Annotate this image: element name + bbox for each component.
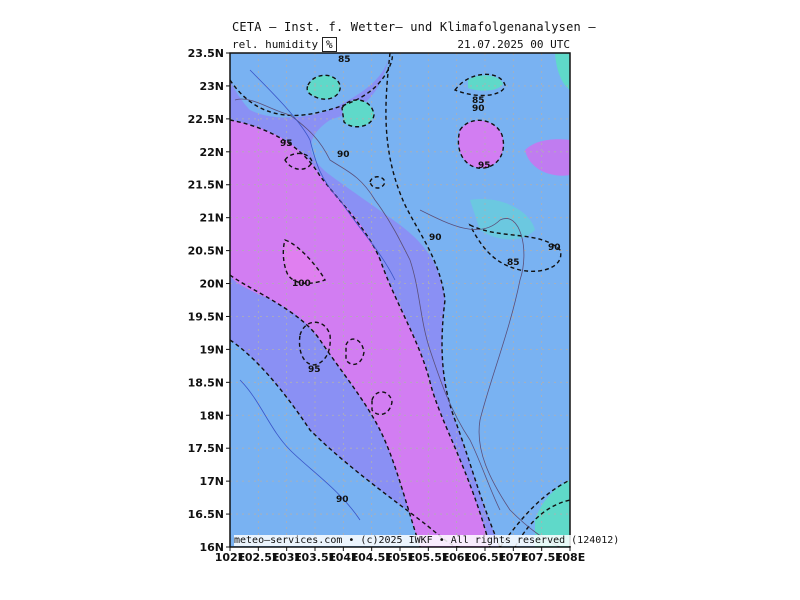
lon-tick-label: 102.5E [237,551,279,564]
contour-95-lower [230,274,421,547]
longitude-axis: 102E102.5E103E103.5E104E104.5E105E105.5E… [215,547,585,564]
country-border [234,98,501,511]
field-80-85-b [342,99,374,127]
lon-tick-label: 106E [441,551,471,564]
lat-tick-label: 19N [199,343,224,356]
lat-tick-label: 21N [199,212,224,225]
contour-label: 90 [429,233,442,243]
field-95-east-2 [525,139,570,176]
lat-tick-label: 23.5N [188,47,224,60]
river-1 [249,69,396,281]
lat-tick-label: 19.5N [188,310,224,323]
contour-95-west [230,119,491,547]
contour-95-ring-3 [371,391,393,416]
lat-tick-label: 16.5N [188,508,224,521]
lon-tick-label: 107E [498,551,528,564]
contours [230,53,570,547]
lon-tick-label: 104E [328,551,358,564]
field-85-90-west [230,340,460,547]
contour-label: 95 [280,139,293,149]
contour-label: 85 [338,55,351,65]
contour-95-ring-1 [298,321,331,366]
lon-tick-label: 102E [215,551,245,564]
parameter-unit: % [322,37,337,52]
lon-tick-label: 105.5E [407,551,449,564]
lat-tick-label: 23N [199,80,224,93]
lon-tick-label: 103E [271,551,301,564]
valid-time: 21.07.2025 00 UTC [457,38,570,51]
grid-lines [230,53,570,547]
river-2 [239,379,361,521]
lat-tick-label: 20N [199,278,224,291]
field-80-85-d [555,53,570,90]
lon-tick-label: 105E [385,551,415,564]
lon-tick-label: 108E [555,551,585,564]
field-80-85-se [535,480,570,547]
lon-tick-label: 106.5E [464,551,506,564]
lat-tick-label: 21.5N [188,179,224,192]
contour-label: 85 [472,96,485,106]
lat-tick-label: 20.5N [188,245,224,258]
field-95-100 [230,120,490,547]
contour-label: 100 [292,279,311,289]
contour-80-a [306,74,341,100]
lat-tick-label: 18.5N [188,376,224,389]
contour-85-blob [457,119,505,169]
contour-100 [282,239,326,284]
lat-tick-label: 17N [199,475,224,488]
contour-label: 90 [336,495,349,505]
contour-label: 95 [308,365,321,375]
field-80-85-a [307,75,341,100]
lat-tick-label: 16N [199,541,224,554]
lon-tick-label: 107.5E [521,551,563,564]
contour-85-north [230,53,394,117]
contour-small-2 [284,152,313,170]
field-80-85-c [468,75,503,91]
contour-85-ne [453,73,506,97]
field-100 [283,240,325,284]
contour-label: 85 [507,258,520,268]
contour-labels: 85 85 90 95 90 95 90 90 85 100 95 90 [280,55,561,505]
map-title: CETA — Inst. f. Wetter— und Klimafolgena… [232,20,596,34]
lat-tick-label: 17.5N [188,442,224,455]
contour-label: 90 [472,104,485,114]
contour-80-b [341,99,375,128]
contour-label: 90 [337,150,350,160]
coastline [419,209,561,547]
latitude-axis: 23.5N 23N 22.5N 22N 21.5N 21N 20.5N 20N 19.5N 19N… [188,47,230,554]
lat-tick-label: 22N [199,146,224,159]
contour-label: 90 [548,243,561,253]
contour-85-east [468,223,562,272]
contour-label: 95 [478,161,491,171]
lat-tick-label: 22.5N [188,113,224,126]
parameter-label: rel. humidity [232,38,319,51]
lon-tick-label: 103.5E [294,551,336,564]
contour-90-east [385,53,501,547]
borders-rivers [234,69,561,547]
credits: meteo—services.com • (c)2025 IWKF • All … [234,535,620,546]
lat-tick-label: 18N [199,409,224,422]
field-95-east [458,120,504,169]
lon-tick-label: 104.5E [351,551,393,564]
contour-95-ring-2 [345,338,365,366]
